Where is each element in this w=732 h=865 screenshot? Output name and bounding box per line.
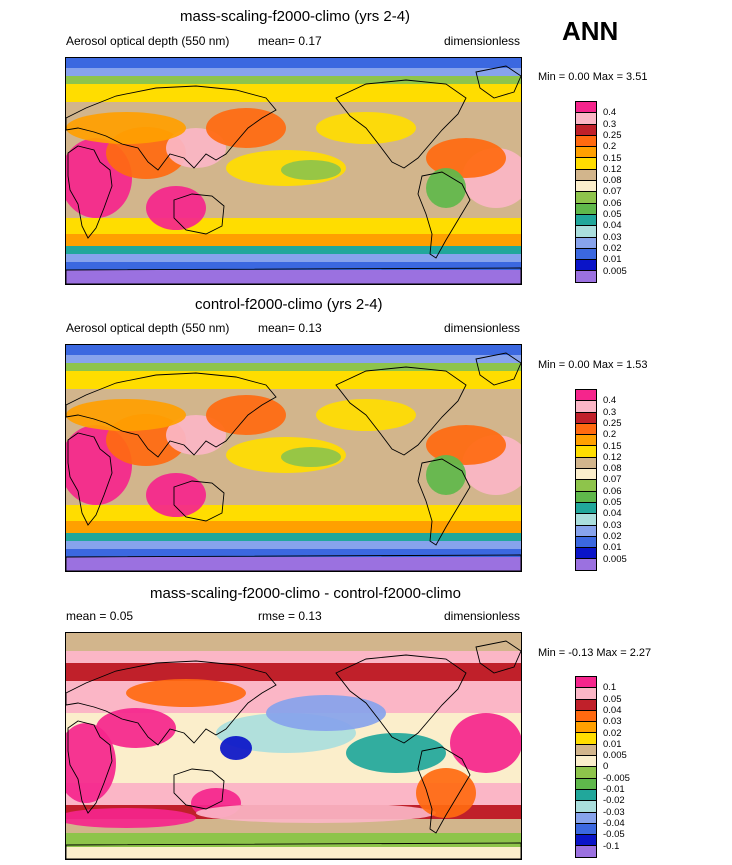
colorbar-tick-label: -0.03 bbox=[603, 806, 625, 818]
colorbar-tick-label: 0.04 bbox=[603, 220, 622, 232]
colorbar-tick-label: 0.05 bbox=[603, 497, 622, 508]
panel2-mean-label: mean= 0.13 bbox=[258, 321, 322, 335]
colorbar-tick-label: -0.01 bbox=[603, 784, 625, 795]
panel3-colorbar bbox=[575, 676, 597, 858]
colorbar-tick-label: 0.05 bbox=[603, 693, 622, 705]
panel1-colorbar bbox=[575, 101, 597, 283]
panel3-map bbox=[65, 632, 522, 860]
colorbar-tick-label: 0.07 bbox=[603, 186, 622, 198]
colorbar-tick-label: 0.03 bbox=[603, 716, 622, 728]
colorbar-tick-label: 0.4 bbox=[603, 107, 617, 119]
colorbar-tick-label: -0.05 bbox=[603, 829, 625, 841]
colorbar-tick-label: 0.1 bbox=[603, 682, 617, 694]
panel3-units-label: dimensionless bbox=[444, 609, 521, 623]
colorbar-tick-label: 0.02 bbox=[603, 530, 622, 542]
colorbar-tick-label: 0.15 bbox=[603, 152, 622, 164]
colorbar-tick-label: 0.25 bbox=[603, 129, 622, 141]
colorbar-tick-label: 0.005 bbox=[603, 553, 627, 565]
panel2-map bbox=[65, 344, 522, 572]
panel2-variable-label: Aerosol optical depth (550 nm) bbox=[66, 321, 230, 335]
panel1-variable-label: Aerosol optical depth (550 nm) bbox=[66, 34, 230, 48]
panel3-rmse-label: rmse = 0.13 bbox=[258, 609, 322, 623]
panel2-colorbar bbox=[575, 389, 597, 571]
colorbar-tick-label: 0.12 bbox=[603, 451, 622, 463]
colorbar-tick-label: -0.1 bbox=[603, 840, 620, 852]
colorbar-tick-label: 0.06 bbox=[603, 485, 622, 497]
colorbar-tick-label: 0.07 bbox=[603, 474, 622, 486]
colorbar-tick-label: 0.08 bbox=[603, 175, 622, 187]
colorbar-tick-label: -0.04 bbox=[603, 817, 625, 829]
colorbar-tick-label: 0.04 bbox=[603, 508, 622, 520]
colorbar-tick-label: 0.08 bbox=[603, 463, 622, 475]
colorbar-swatch bbox=[575, 845, 597, 858]
colorbar-tick-label: 0.005 bbox=[603, 750, 627, 762]
colorbar-tick-label: 0.25 bbox=[603, 417, 622, 429]
panel3-title: mass-scaling-f2000-climo - control-f2000… bbox=[150, 585, 461, 602]
panel1-minmax: Min = 0.00 Max = 3.51 bbox=[538, 71, 648, 83]
colorbar-tick-label: 0.2 bbox=[603, 429, 617, 441]
panel2-units-label: dimensionless bbox=[444, 321, 521, 335]
panel1-map bbox=[65, 57, 522, 285]
panel3-mean-label: mean = 0.05 bbox=[66, 609, 134, 623]
colorbar-tick-label: 0.005 bbox=[603, 265, 627, 277]
colorbar-tick-label: 0.04 bbox=[603, 704, 622, 716]
colorbar-tick-label: 0 bbox=[603, 761, 609, 773]
panel2-title: control-f2000-climo (yrs 2-4) bbox=[195, 296, 383, 313]
colorbar-tick-label: 0.03 bbox=[603, 519, 622, 531]
colorbar-tick-label: 0.01 bbox=[603, 738, 622, 750]
colorbar-tick-label: -0.02 bbox=[603, 795, 625, 807]
colorbar-tick-label: 0.01 bbox=[603, 254, 622, 266]
colorbar-tick-label: 0.02 bbox=[603, 242, 622, 254]
colorbar-tick-label: 0.06 bbox=[603, 197, 622, 209]
colorbar-tick-label: 0.03 bbox=[603, 231, 622, 243]
panel1-title: mass-scaling-f2000-climo (yrs 2-4) bbox=[180, 8, 411, 25]
colorbar-swatch bbox=[575, 558, 597, 571]
panel1-mean-label: mean= 0.17 bbox=[258, 34, 322, 48]
panel2-minmax: Min = 0.00 Max = 1.53 bbox=[538, 359, 648, 371]
colorbar-tick-label: 0.05 bbox=[603, 209, 622, 220]
colorbar-tick-label: 0.3 bbox=[603, 406, 617, 418]
colorbar-tick-label: 0.4 bbox=[603, 395, 617, 407]
colorbar-tick-label: 0.12 bbox=[603, 163, 622, 175]
colorbar-tick-label: 0.3 bbox=[603, 118, 617, 130]
colorbar-tick-label: 0.15 bbox=[603, 440, 622, 452]
colorbar-tick-label: -0.005 bbox=[603, 772, 630, 784]
colorbar-swatch bbox=[575, 270, 597, 283]
colorbar-tick-label: 0.01 bbox=[603, 542, 622, 554]
season-label: ANN bbox=[562, 16, 619, 46]
colorbar-tick-label: 0.2 bbox=[603, 141, 617, 153]
panel1-units-label: dimensionless bbox=[444, 34, 521, 48]
colorbar-tick-label: 0.02 bbox=[603, 727, 622, 739]
panel3-minmax: Min = -0.13 Max = 2.27 bbox=[538, 647, 652, 659]
